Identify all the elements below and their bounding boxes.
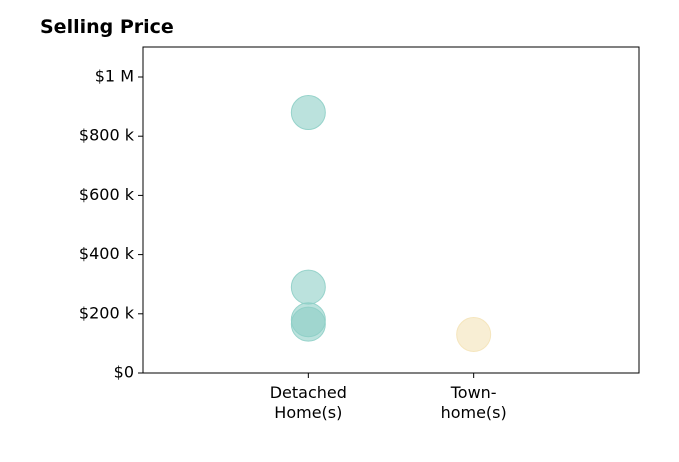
scatter-point <box>290 269 326 305</box>
plot-frame <box>142 46 640 374</box>
y-tick-label: $0 <box>114 363 134 382</box>
x-tick-label: home(s) <box>441 403 507 422</box>
x-tick-label: Detached <box>270 383 347 402</box>
scatter-point <box>290 95 326 131</box>
scatter-point <box>456 317 492 353</box>
y-axis: $0 $200 k $400 k $600 k $800 k $1 M <box>79 67 143 382</box>
y-tick-label: $600 k <box>79 185 135 204</box>
y-tick-label: $800 k <box>79 126 135 145</box>
points-layer <box>290 95 492 353</box>
y-tick-label: $400 k <box>79 244 135 263</box>
x-tick-label: Home(s) <box>274 403 342 422</box>
x-tick-label: Town- <box>450 383 497 402</box>
y-tick-label: $200 k <box>79 303 135 322</box>
chart-title: Selling Price <box>40 16 174 38</box>
scatter-point <box>290 306 326 342</box>
y-tick-label: $1 M <box>95 67 134 86</box>
